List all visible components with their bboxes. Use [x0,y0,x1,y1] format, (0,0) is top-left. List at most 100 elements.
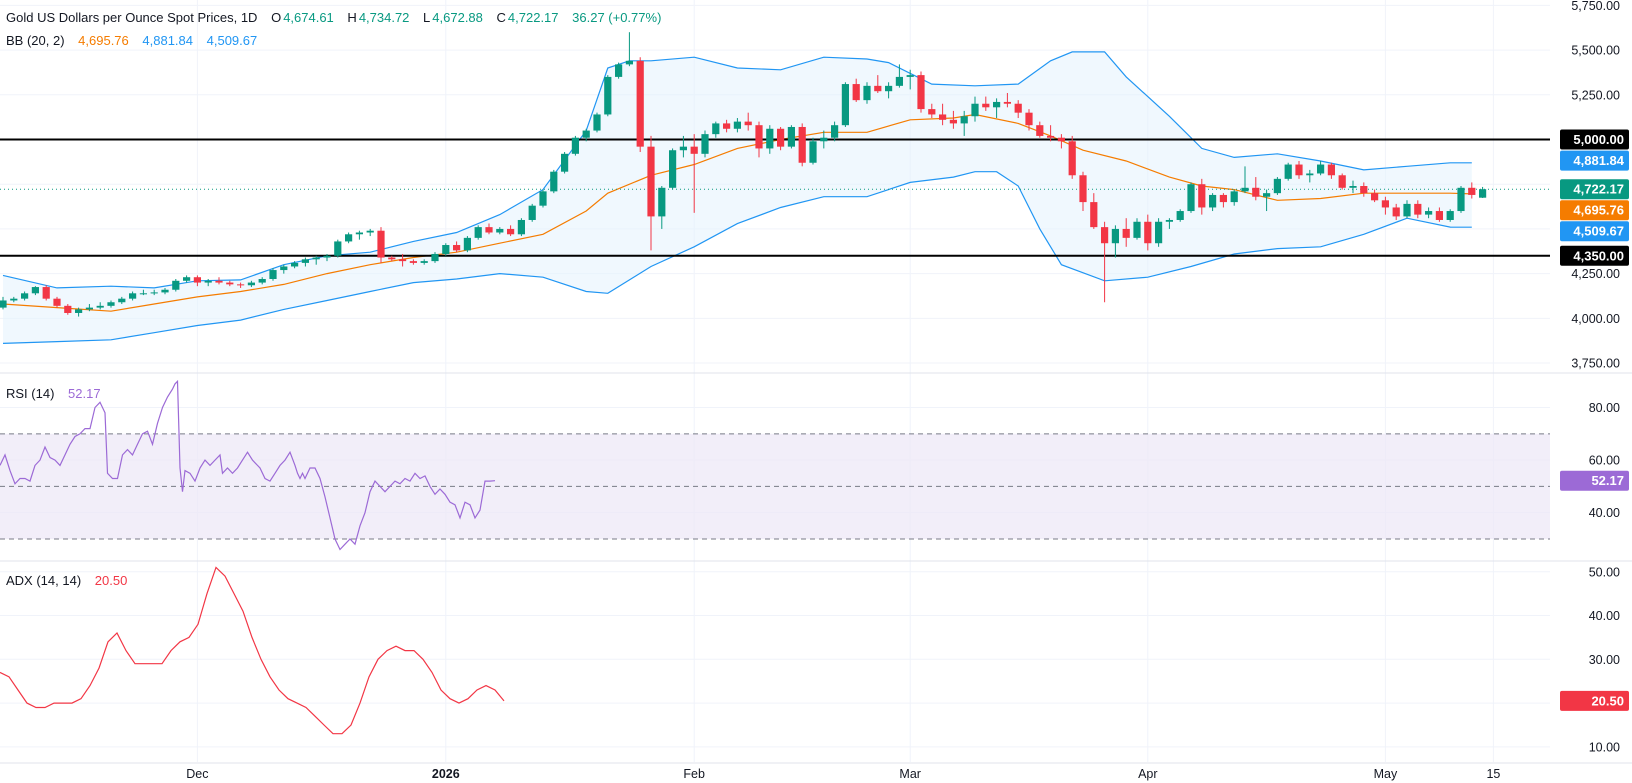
price-tag[interactable]: 4,350.00 [1560,245,1629,266]
bb-upper-line[interactable] [2,51,1472,289]
candle[interactable] [269,268,277,281]
candle[interactable] [1057,134,1065,149]
candle[interactable] [939,103,947,126]
price-tag[interactable]: 4,695.76 [1560,200,1629,221]
candle[interactable] [463,236,471,253]
candle[interactable] [1306,169,1314,183]
candle[interactable] [399,253,407,267]
candle[interactable] [323,253,331,262]
candle[interactable] [733,118,741,133]
candle[interactable] [237,282,245,288]
candle[interactable] [917,71,925,113]
candle[interactable] [204,279,212,287]
candle[interactable] [809,137,817,165]
candle[interactable] [1144,214,1152,251]
candle[interactable] [64,304,72,315]
candle[interactable] [1230,189,1238,206]
candle[interactable] [1014,100,1022,119]
candle[interactable] [517,218,525,237]
candle[interactable] [1403,200,1411,219]
candle[interactable] [874,75,882,93]
adx-pane[interactable] [0,566,505,735]
time-axis[interactable]: Dec2026FebMarAprMay15Jun13 [0,762,1632,781]
candle[interactable] [1252,177,1260,201]
candle[interactable] [831,121,839,142]
candle[interactable] [787,125,795,149]
candle[interactable] [1349,180,1357,194]
rsi-line[interactable] [0,379,496,551]
price-pane[interactable] [0,32,1550,344]
candle[interactable] [679,135,687,158]
candle[interactable] [1219,193,1227,208]
candle[interactable] [798,123,806,167]
candle[interactable] [1047,125,1055,142]
adx-line[interactable] [0,566,505,735]
rsi-pane[interactable] [0,379,1550,551]
candle[interactable] [1209,193,1217,212]
candle[interactable] [496,227,504,235]
candle[interactable] [561,152,569,174]
candle[interactable] [723,119,731,133]
candle[interactable] [507,225,515,237]
candle[interactable] [906,69,914,90]
candle[interactable] [1338,173,1346,190]
candle[interactable] [820,130,828,149]
candle[interactable] [247,280,255,288]
candle[interactable] [215,277,223,285]
candle[interactable] [453,241,461,253]
candle[interactable] [669,148,677,190]
candle[interactable] [150,289,158,296]
candle[interactable] [1165,218,1173,229]
candle[interactable] [1371,189,1379,203]
candle[interactable] [1079,171,1087,212]
candle[interactable] [301,257,309,267]
candle[interactable] [960,110,968,136]
candle[interactable] [388,255,396,262]
candle[interactable] [0,296,7,310]
candle[interactable] [85,304,93,312]
candle[interactable] [107,300,115,308]
candle[interactable] [183,275,191,283]
candle[interactable] [615,62,623,79]
candle[interactable] [1198,178,1206,215]
candle[interactable] [355,230,363,240]
candle[interactable] [10,296,18,303]
candle[interactable] [1025,109,1033,131]
pane-separators[interactable] [0,372,1632,562]
candle[interactable] [777,126,785,151]
candle[interactable] [1327,162,1335,179]
candle[interactable] [1090,193,1098,229]
candle[interactable] [280,264,288,274]
candle[interactable] [258,277,266,285]
candle[interactable] [852,78,860,102]
candle[interactable] [1457,186,1465,213]
candle[interactable] [1187,182,1195,213]
candle[interactable] [53,296,61,308]
candle[interactable] [690,134,698,213]
price-tag[interactable]: 4,722.17 [1560,179,1629,200]
candle[interactable] [1133,218,1141,240]
candle[interactable] [647,135,655,251]
candle[interactable] [172,279,180,292]
price-axis[interactable]: 3,750.004,000.004,250.004,500.004,750.00… [1560,0,1629,754]
candle[interactable] [485,223,493,235]
candle[interactable] [334,239,342,258]
candle[interactable] [1425,207,1433,219]
candle[interactable] [31,286,39,296]
candle[interactable] [895,64,903,88]
candle[interactable] [863,82,871,104]
candle[interactable] [885,82,893,99]
candle[interactable] [766,125,774,154]
candle[interactable] [1122,218,1130,247]
candle[interactable] [193,275,201,287]
candle[interactable] [1101,221,1109,303]
candle[interactable] [1295,160,1303,179]
candle[interactable] [1111,225,1119,258]
candle[interactable] [118,296,126,305]
price-tag[interactable]: 5,000.00 [1560,129,1629,150]
candle[interactable] [1317,160,1325,176]
candle[interactable] [1381,196,1389,215]
candle[interactable] [1360,182,1368,197]
candle[interactable] [712,121,720,138]
